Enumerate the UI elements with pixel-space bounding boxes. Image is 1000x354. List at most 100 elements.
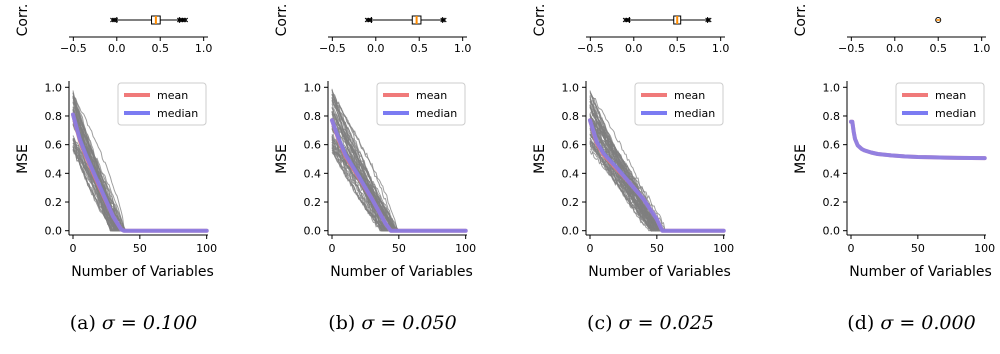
- x-tick-label: 50: [650, 242, 664, 255]
- mse-plot: 0.0 0.2 0.4 0.6 0.8 1.0 0 50 100 Number of Variab…: [793, 81, 995, 280]
- mse-plot: 0.0 0.2 0.4 0.6 0.8 1.0 0 50 100 Number of Variab…: [532, 81, 734, 280]
- inset-x-tick-label: 0.5: [410, 42, 428, 55]
- caption-math: σ = 0.025: [619, 312, 714, 334]
- y-axis-label: MSE: [532, 144, 548, 174]
- inset-x-tick-label: 1.0: [454, 42, 472, 55]
- x-tick-label: 50: [133, 242, 147, 255]
- legend-label-median: median: [157, 107, 198, 120]
- y-tick-label: 0.6: [45, 139, 63, 152]
- legend-label-median: median: [416, 107, 457, 120]
- flier-marker: [111, 17, 117, 23]
- subfigure-caption: (a) σ = 0.100: [70, 312, 198, 334]
- x-axis-label: Number of Variables: [849, 264, 992, 280]
- y-tick-label: 1.0: [823, 81, 841, 94]
- y-tick-label: 0.8: [45, 110, 63, 123]
- corr-boxplot: Corr. −0.5 0.0 0.5 1.0: [15, 4, 212, 55]
- y-tick-label: 0.0: [304, 225, 322, 238]
- legend-label-median: median: [935, 107, 976, 120]
- flier-marker: [183, 17, 189, 23]
- y-tick-label: 0.2: [304, 196, 322, 209]
- panel-b: Corr. −0.5 0.0 0.5 1.0 0.0 0.2 0.4 0.6 0.8 1.0 0 50 1…: [274, 4, 476, 334]
- inset-x-tick-label: 1.0: [712, 42, 730, 55]
- y-tick-label: 0.6: [823, 139, 841, 152]
- inset-x-tick-label: 0.0: [367, 42, 385, 55]
- x-tick-label: 0: [848, 242, 855, 255]
- legend-label-mean: mean: [157, 89, 188, 102]
- y-axis-label: MSE: [793, 144, 809, 174]
- inset-x-tick-label: −0.5: [60, 42, 87, 55]
- legend-label-mean: mean: [935, 89, 966, 102]
- y-tick-label: 0.8: [304, 110, 322, 123]
- mse-plot: 0.0 0.2 0.4 0.6 0.8 1.0 0 50 100 Number of Variab…: [15, 81, 217, 280]
- x-tick-label: 100: [455, 242, 476, 255]
- inset-x-tick-label: 1.0: [973, 42, 991, 55]
- median-line: [330, 118, 468, 233]
- y-tick-label: 0.4: [45, 167, 63, 180]
- inset-x-tick-label: 0.5: [929, 42, 947, 55]
- y-tick-label: 0.4: [823, 167, 841, 180]
- median-line: [71, 112, 209, 233]
- y-tick-label: 0.2: [823, 196, 841, 209]
- x-tick-label: 100: [196, 242, 217, 255]
- y-tick-label: 0.2: [562, 196, 580, 209]
- x-tick-label: 0: [70, 242, 77, 255]
- x-tick-label: 50: [392, 242, 406, 255]
- panel-d: Corr. −0.5 0.0 0.5 1.0 0.0 0.2 0.4 0.6 0.8 1.0 0 50 1…: [793, 4, 995, 334]
- inset-x-tick-label: −0.5: [577, 42, 604, 55]
- panel-a: Corr. −0.5 0.0 0.5 1.0 0.0 0.2 0.4 0.6 0.8 1.0 0 50 1…: [15, 4, 217, 334]
- inset-x-tick-label: −0.5: [838, 42, 865, 55]
- y-tick-label: 0.0: [562, 225, 580, 238]
- y-tick-label: 0.4: [562, 167, 580, 180]
- subfigure-caption: (c) σ = 0.025: [587, 312, 714, 334]
- inset-x-tick-label: 0.0: [625, 42, 643, 55]
- x-tick-label: 100: [974, 242, 995, 255]
- x-tick-label: 100: [713, 242, 734, 255]
- legend-label-median: median: [674, 107, 715, 120]
- x-axis-label: Number of Variables: [71, 264, 214, 280]
- caption-math: σ = 0.050: [361, 312, 456, 334]
- inset-ylabel: Corr.: [532, 4, 548, 37]
- x-axis-label: Number of Variables: [330, 264, 473, 280]
- inset-ylabel: Corr.: [274, 4, 290, 37]
- caption-label: (a): [70, 312, 96, 334]
- legend-label-mean: mean: [674, 89, 705, 102]
- y-tick-label: 0.2: [45, 196, 63, 209]
- y-tick-label: 1.0: [562, 81, 580, 94]
- y-tick-label: 0.0: [823, 225, 841, 238]
- caption-label: (b): [328, 312, 355, 334]
- inset-x-tick-label: 0.0: [886, 42, 904, 55]
- y-axis-label: MSE: [15, 144, 31, 174]
- inset-ylabel: Corr.: [793, 4, 809, 37]
- legend: mean median: [376, 82, 466, 126]
- y-tick-label: 0.0: [45, 225, 63, 238]
- subfigure-caption: (b) σ = 0.050: [328, 312, 456, 334]
- subfigure-caption: (d) σ = 0.000: [847, 312, 975, 334]
- flier-marker: [935, 17, 942, 23]
- inset-x-tick-label: 0.0: [108, 42, 126, 55]
- caption-label: (c): [587, 312, 612, 334]
- inset-x-tick-label: −0.5: [319, 42, 346, 55]
- y-tick-label: 1.0: [304, 81, 322, 94]
- caption-math: σ = 0.000: [880, 312, 975, 334]
- inset-x-tick-label: 0.5: [151, 42, 169, 55]
- legend: mean median: [117, 82, 207, 126]
- corr-boxplot: Corr. −0.5 0.0 0.5 1.0: [274, 4, 471, 55]
- caption-math: σ = 0.100: [102, 312, 197, 334]
- flier-marker: [624, 17, 630, 23]
- flier-marker: [366, 17, 372, 23]
- inset-x-tick-label: 0.5: [668, 42, 686, 55]
- corr-boxplot: Corr. −0.5 0.0 0.5 1.0: [532, 4, 729, 55]
- panel-c: Corr. −0.5 0.0 0.5 1.0 0.0 0.2 0.4 0.6 0.8 1.0 0 50 1…: [532, 4, 734, 334]
- y-tick-label: 0.8: [562, 110, 580, 123]
- corr-boxplot: Corr. −0.5 0.0 0.5 1.0: [793, 4, 990, 55]
- caption-label: (d): [847, 312, 874, 334]
- y-tick-label: 0.8: [823, 110, 841, 123]
- legend-label-mean: mean: [416, 89, 447, 102]
- y-tick-label: 0.4: [304, 167, 322, 180]
- y-tick-label: 1.0: [45, 81, 63, 94]
- y-axis-label: MSE: [274, 144, 290, 174]
- inset-x-tick-label: 1.0: [195, 42, 213, 55]
- mse-plot: 0.0 0.2 0.4 0.6 0.8 1.0 0 50 100 Number of Variab…: [274, 81, 476, 280]
- y-tick-label: 0.6: [304, 139, 322, 152]
